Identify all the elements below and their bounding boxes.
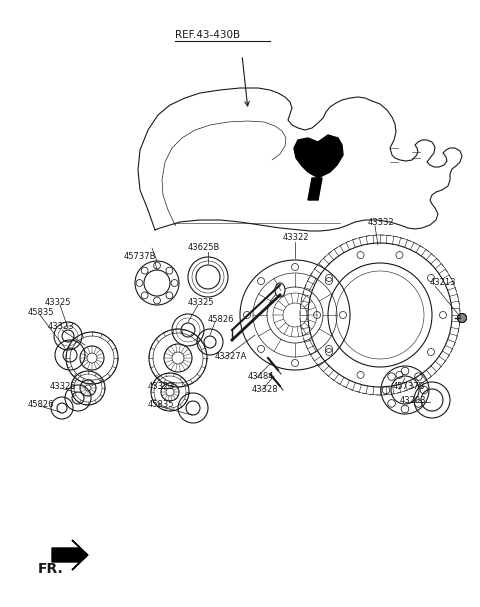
Text: 45826: 45826: [28, 400, 55, 409]
Text: 43332: 43332: [368, 218, 395, 227]
Text: 43213: 43213: [430, 278, 456, 287]
Polygon shape: [52, 540, 88, 570]
Text: 43325: 43325: [50, 382, 76, 391]
Text: 43322: 43322: [283, 233, 309, 242]
Text: 43328: 43328: [252, 385, 278, 394]
Polygon shape: [294, 135, 343, 178]
Text: 45835: 45835: [28, 308, 55, 317]
Text: 43203: 43203: [400, 396, 427, 405]
Text: 43325: 43325: [188, 298, 215, 307]
Text: 43327A: 43327A: [215, 352, 247, 361]
Text: 43325: 43325: [45, 298, 72, 307]
Text: 43484: 43484: [248, 372, 275, 381]
Circle shape: [457, 313, 467, 322]
Text: FR.: FR.: [38, 562, 64, 576]
Text: 45826: 45826: [208, 315, 235, 324]
Text: 43323: 43323: [48, 322, 74, 331]
Text: 45835: 45835: [148, 400, 175, 409]
Text: 45737B: 45737B: [124, 252, 156, 261]
Text: 43323: 43323: [148, 382, 175, 391]
Polygon shape: [308, 178, 322, 200]
Text: REF.43-430B: REF.43-430B: [175, 30, 240, 40]
Ellipse shape: [275, 283, 285, 297]
Text: 43625B: 43625B: [188, 243, 220, 252]
Text: 45737B: 45737B: [393, 382, 425, 391]
